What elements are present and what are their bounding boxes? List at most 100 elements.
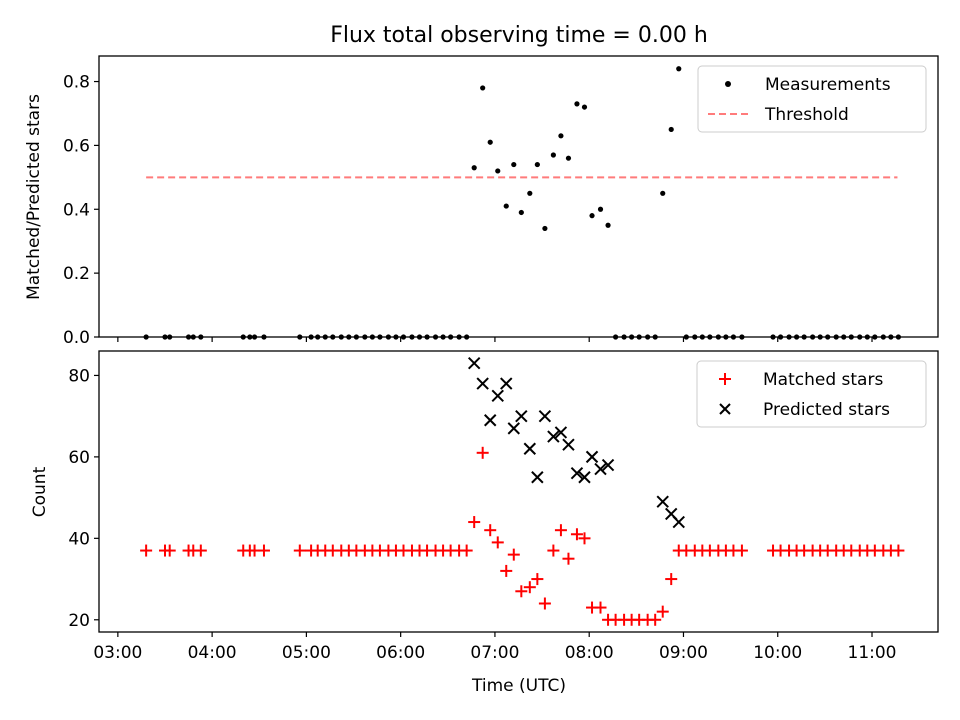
matched-stars-point [656,605,669,618]
matched-stars-point [892,544,905,557]
predicted-stars-point [476,377,489,390]
predicted-stars-point [570,466,584,480]
matched-stars-point [468,516,481,529]
x-tick-label: 03:00 [93,643,142,663]
y-tick-label: 40 [68,529,90,549]
legend-threshold-label: Threshold [764,105,849,125]
matched-stars-point [735,544,748,557]
x-tick-label: 08:00 [565,643,614,663]
matched-stars-point [484,524,497,537]
measurement-point [660,190,666,196]
x-tick-label: 11:00 [848,643,897,663]
measurement-point [581,104,588,110]
predicted-stars-point [491,389,504,403]
predicted-stars-point [531,471,544,484]
count-legend: Matched stars Predicted stars [696,360,927,428]
matched-stars-point [476,446,489,459]
measurement-point [542,225,548,232]
ratio-y-axis-label: Matched/Predicted stars [24,94,44,300]
y-tick-label: 20 [68,611,90,631]
matched-stars-point [500,564,513,577]
x-tick-label: 09:00 [659,643,708,663]
matched-stars-point [194,544,207,557]
predicted-stars-point [484,414,497,427]
matched-stars-point [140,544,153,557]
predicted-stars-point [507,422,520,435]
measurement-point [558,133,564,139]
legend-measurements-marker [725,81,731,87]
matched-stars-point [460,544,473,557]
ratio-panel-frame [98,55,939,338]
count-y-axis-label: Count [30,466,50,517]
matched-stars-point [570,528,583,541]
legend-predicted-label: Predicted stars [763,400,890,420]
measurement-point [574,101,580,107]
measurement-point [503,203,509,209]
x-tick-label: 10:00 [753,643,802,663]
predicted-stars-point [594,462,607,476]
x-tick-label: 04:00 [188,643,237,663]
predicted-stars-point [656,495,669,508]
measurement-point [668,126,674,133]
y-tick-label: 0.8 [63,73,90,93]
measurement-point [471,165,477,171]
x-tick-label: 07:00 [470,643,519,663]
y-tick-label: 0.4 [63,200,90,220]
count-panel-frame [98,350,939,633]
predicted-stars-point [562,438,575,451]
predicted-stars-point [547,430,560,443]
predicted-stars-point [672,515,685,529]
matched-stars-point [163,544,176,557]
predicted-stars-point [585,450,599,464]
count-panel: 20 40 60 80 03:00 04:00 05:00 06:00 07:00 08:00 0… [30,350,939,696]
measurement-point [589,213,595,219]
ratio-panel: 0.00.20.40.60.8 Matched/Predicted stars … [24,55,939,348]
y-tick-label: 60 [68,448,90,468]
measurement-point [527,190,533,196]
x-tick-label: 06:00 [376,643,425,663]
measurement-point [676,66,682,72]
matched-stars-point [578,532,591,545]
x-axis-label: Time (UTC) [471,676,566,696]
ratio-legend: Measurements Threshold [697,65,927,133]
legend-matched-label: Matched stars [763,370,883,390]
predicted-stars-point [467,357,481,370]
predicted-stars-point [554,426,568,439]
matched-stars-point [554,524,567,537]
y-tick-label: 0.0 [63,328,90,348]
legend-measurements-label: Measurements [765,75,891,95]
measurement-point [480,85,486,91]
matched-stars-point [649,613,662,626]
measurement-point [511,161,517,168]
measurement-point [534,161,540,168]
measurement-point [565,155,572,161]
predicted-stars-point [601,458,615,472]
matched-stars-point [531,573,544,586]
matched-stars-point [293,544,306,557]
y-tick-label: 0.2 [63,264,90,284]
measurement-point [550,152,556,158]
matched-stars-point [257,544,270,557]
matched-stars-point [562,552,575,565]
y-tick-label: 0.6 [63,136,90,156]
x-tick-label: 05:00 [282,643,331,663]
predicted-stars-point [500,377,513,390]
measurement-point [605,222,611,228]
predicted-stars-point [538,409,552,423]
measurement-point [487,139,493,145]
legend-matched-marker [719,373,731,385]
predicted-stars-point [578,471,591,484]
matched-stars-point [515,585,528,598]
matched-stars-point [547,544,560,557]
matched-stars-point [491,536,504,549]
matched-stars-point [594,601,607,614]
y-tick-label: 80 [68,366,90,386]
figure-title: Flux total observing time = 0.00 h [330,23,708,48]
measurement-point [518,209,524,216]
matched-stars-point [523,581,536,594]
predicted-stars-point [523,442,537,455]
matched-stars-point [538,597,551,610]
predicted-stars-point [515,409,528,423]
measurement-point [495,168,501,174]
